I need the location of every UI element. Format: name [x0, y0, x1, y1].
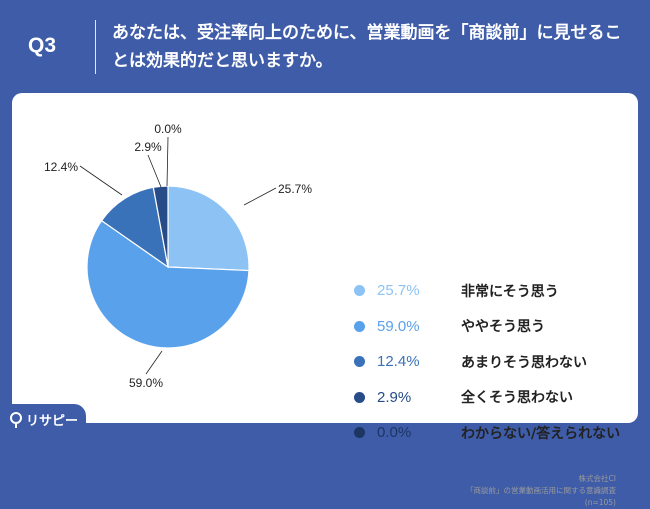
data-label: 59.0%	[129, 376, 163, 390]
legend-value: 25.7%	[377, 282, 420, 300]
legend-value: 2.9%	[377, 388, 412, 406]
header-divider	[95, 20, 96, 74]
legend-label: ややそう思う	[461, 319, 545, 336]
legend-item: 0.0% わからない/答えられない	[354, 415, 650, 451]
legend-marker	[354, 285, 365, 297]
pie-slice	[86, 219, 250, 349]
pie-slice	[167, 185, 250, 272]
legend-label: 非常にそう思う	[461, 283, 559, 300]
source-sample-size: (n=105)	[584, 498, 616, 507]
logo-text: リサピー	[26, 414, 79, 429]
data-label: 12.4%	[44, 160, 78, 174]
data-label: 25.7%	[278, 182, 312, 196]
data-label: 0.0%	[154, 122, 182, 136]
question-number: Q3	[28, 34, 57, 57]
leader-line	[243, 187, 277, 206]
legend-marker	[354, 391, 365, 403]
pie-slice	[100, 186, 169, 269]
leader-line	[166, 136, 169, 187]
legend-marker	[354, 320, 365, 332]
chart-card: 25.7% 59.0% 12.4% 2.9% 0.0% 25.7% 非常にそう思う 59.0…	[12, 93, 638, 507]
legend-item: 12.4% あまりそう思わない	[354, 344, 650, 380]
legend-value: 0.0%	[377, 424, 412, 442]
chart-legend: 25.7% 非常にそう思う 59.0% ややそう思う 12.4% あまりそう思わない 2.9…	[354, 273, 650, 451]
question-header: Q3 あなたは、受注率向上のために、営業動画を「商談前」に見せることは効果的だと…	[0, 0, 650, 90]
legend-value: 12.4%	[377, 353, 420, 371]
legend-label: わからない/答えられない	[461, 425, 621, 442]
legend-label: あまりそう思わない	[461, 354, 587, 371]
legend-marker	[354, 427, 365, 439]
legend-item: 59.0% ややそう思う	[354, 309, 650, 345]
legend-item: 2.9% 全くそう思わない	[354, 380, 650, 416]
legend-item: 25.7% 非常にそう思う	[354, 273, 650, 309]
legend-marker	[354, 356, 365, 368]
leader-line	[147, 154, 162, 188]
question-text: あなたは、受注率向上のために、営業動画を「商談前」に見せることは効果的だと思いま…	[112, 23, 622, 71]
source-note: 株式会社CI 「商談前」の営業動画活用に関する意識調査 (n=105)	[356, 473, 616, 509]
leader-line	[79, 165, 123, 196]
risapi-logo: リサピー	[0, 404, 86, 434]
pie-chart: 25.7% 59.0% 12.4% 2.9% 0.0%	[44, 122, 312, 390]
source-survey: 「商談前」の営業動画活用に関する意識調査	[466, 486, 616, 495]
data-label: 2.9%	[134, 140, 162, 154]
risapi-logo-icon	[10, 412, 22, 428]
legend-value: 59.0%	[377, 317, 420, 335]
leader-line	[145, 350, 163, 375]
legend-label: 全くそう思わない	[461, 390, 573, 407]
source-company: 株式会社CI	[578, 474, 616, 483]
